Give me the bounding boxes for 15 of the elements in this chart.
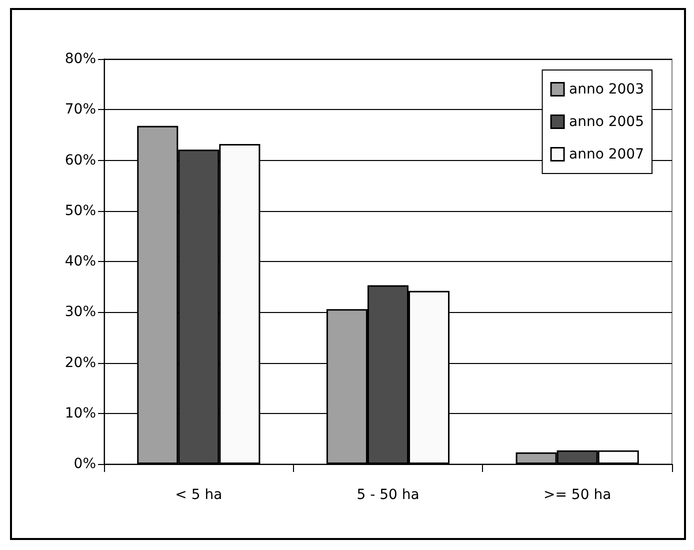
y-tick-label: 60% (64, 152, 96, 168)
y-tick-label: 10% (64, 405, 96, 422)
y-tick-label: 30% (64, 304, 96, 320)
y-tick-label: 70% (64, 102, 96, 118)
legend-label: anno 2005 (569, 114, 644, 130)
y-tick-label: 0% (74, 456, 96, 472)
y-tick-label: 40% (64, 254, 96, 270)
x-tick-label: 5 - 50 ha (356, 487, 420, 503)
x-tick-label: >= 50 ha (544, 487, 612, 503)
x-tick-label: < 5 ha (175, 487, 222, 503)
y-tick-label: 80% (64, 51, 96, 67)
y-tick-label: 20% (64, 354, 96, 371)
y-tick-label: 50% (64, 202, 96, 219)
legend-label: anno 2003 (569, 81, 644, 98)
legend-label: anno 2007 (569, 146, 644, 162)
